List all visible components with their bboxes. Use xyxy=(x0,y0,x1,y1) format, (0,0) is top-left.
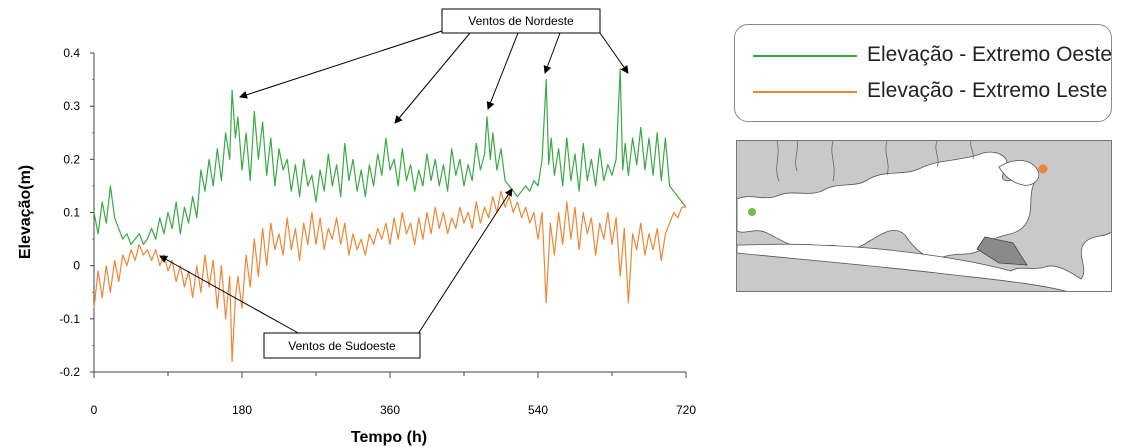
y-tick-label: 0.2 xyxy=(63,152,80,166)
legend-label-oeste: Elevação - Extremo Oeste xyxy=(867,43,1113,66)
arrow-nordeste-5 xyxy=(599,32,629,74)
annotation-sudoeste: Ventos de Sudoeste xyxy=(288,339,396,353)
series-line-oeste xyxy=(93,68,687,245)
arrow-sudoeste-2 xyxy=(417,188,513,335)
map-rivers xyxy=(776,141,974,182)
x-tick-label: 540 xyxy=(528,403,548,417)
map-marker-leste xyxy=(1038,164,1048,174)
annotation-box-nordeste xyxy=(441,8,601,34)
legend: Elevação - Extremo Oeste Elevação - Extr… xyxy=(734,24,1112,122)
location-map xyxy=(736,140,1112,292)
arrow-sudoeste-1 xyxy=(159,255,301,335)
map-shoal xyxy=(976,236,1028,266)
y-tick-label: 0.1 xyxy=(63,206,80,220)
map-marker-oeste xyxy=(748,208,756,216)
x-tick-label: 360 xyxy=(380,403,400,417)
series-layer xyxy=(93,68,687,362)
y-axis: -0.2 -0.1 0 0.1 0.2 0.3 0.4 xyxy=(59,46,95,379)
x-tick-label: 0 xyxy=(91,403,98,417)
legend-label-leste: Elevação - Extremo Leste xyxy=(867,79,1108,102)
annotation-box-sudoeste xyxy=(263,332,421,359)
y-tick-label: 0.3 xyxy=(63,99,80,113)
legend-item-oeste: Elevação - Extremo Oeste xyxy=(735,41,1113,71)
annotation-nordeste: Ventos de Nordeste xyxy=(468,14,574,28)
annotation-layer: Ventos de Nordeste Ventos de Sudoeste xyxy=(159,8,629,359)
map-bay-east xyxy=(998,160,1040,186)
x-axis: 0 180 360 540 720 xyxy=(91,371,696,417)
arrow-nordeste-4 xyxy=(543,32,561,74)
y-tick-label: -0.1 xyxy=(59,312,80,326)
y-tick-label: 0 xyxy=(73,259,80,273)
series-line-leste xyxy=(93,190,686,362)
map-svg xyxy=(737,141,1111,291)
elevation-chart: -0.2 -0.1 0 0.1 0.2 0.3 0.4 0 180 360 540 720 Elev… xyxy=(17,8,696,446)
x-tick-label: 180 xyxy=(232,403,252,417)
legend-item-leste: Elevação - Extremo Leste xyxy=(735,77,1111,107)
map-ocean xyxy=(737,231,1111,291)
arrow-nordeste-3 xyxy=(486,32,519,110)
arrow-nordeste-1 xyxy=(239,30,443,99)
x-tick-label: 720 xyxy=(676,403,696,417)
legend-swatch-oeste xyxy=(753,55,857,57)
y-tick-label: -0.2 xyxy=(59,365,80,379)
legend-swatch-leste xyxy=(753,91,857,93)
y-tick-label: 0.4 xyxy=(63,46,80,60)
arrow-nordeste-2 xyxy=(394,32,471,124)
x-axis-title: Tempo (h) xyxy=(351,429,427,446)
y-axis-title: Elevação(m) xyxy=(17,165,34,259)
